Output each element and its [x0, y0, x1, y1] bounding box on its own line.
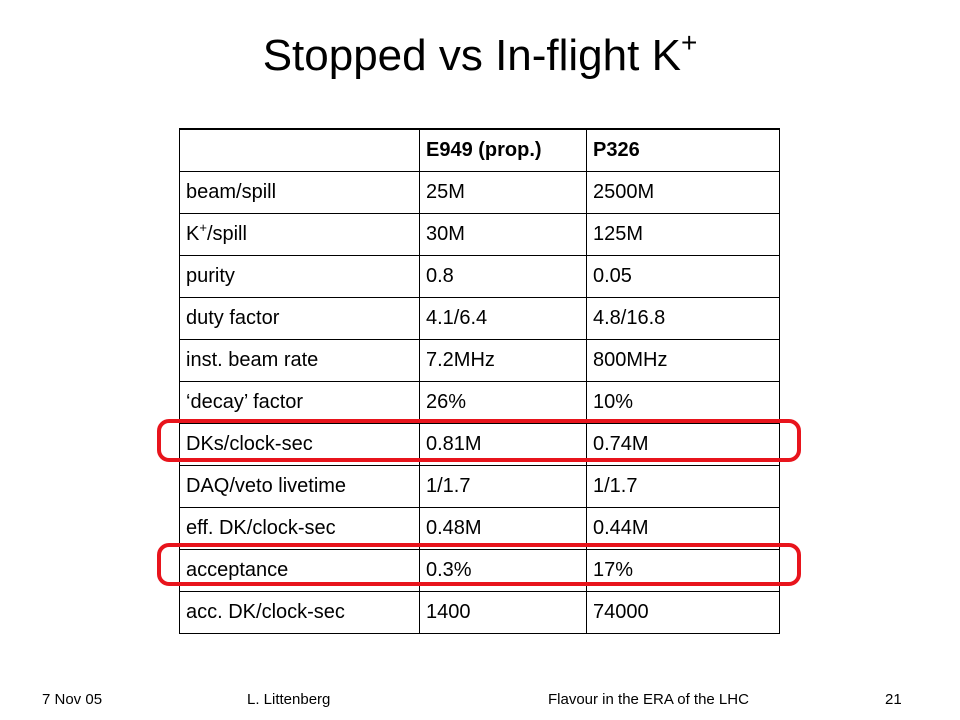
row-label: acc. DK/clock-sec: [179, 591, 420, 634]
e949-value: 1/1.7: [419, 465, 587, 508]
comparison-table: E949 (prop.) P326 beam/spill 25M 2500M K…: [179, 128, 780, 634]
table-row: DAQ/veto livetime 1/1.7 1/1.7: [179, 465, 780, 508]
table-row: ‘decay’ factor 26% 10%: [179, 381, 780, 424]
p326-value: 74000: [586, 591, 780, 634]
slide-title: Stopped vs In-flight K+: [0, 28, 960, 84]
p326-value: 125M: [586, 213, 780, 256]
header-cell-e949: E949 (prop.): [419, 128, 587, 172]
row-label: duty factor: [179, 297, 420, 340]
table-row: K+/spill 30M 125M: [179, 213, 780, 256]
footer-author: L. Littenberg: [247, 691, 331, 708]
e949-value: 26%: [419, 381, 587, 424]
footer-talk-title: Flavour in the ERA of the LHC: [548, 691, 749, 708]
e949-value: 0.8: [419, 255, 587, 298]
p326-value: 1/1.7: [586, 465, 780, 508]
e949-value: 4.1/6.4: [419, 297, 587, 340]
table-row: inst. beam rate 7.2MHz 800MHz: [179, 339, 780, 382]
row-label: DAQ/veto livetime: [179, 465, 420, 508]
row-label: purity: [179, 255, 420, 298]
slide-title-text: Stopped vs In-flight K: [262, 31, 681, 80]
row-label: inst. beam rate: [179, 339, 420, 382]
table-row: beam/spill 25M 2500M: [179, 171, 780, 214]
highlight-box-acceptance: [157, 543, 801, 586]
e949-value: 7.2MHz: [419, 339, 587, 382]
row-label: beam/spill: [179, 171, 420, 214]
p326-value: 4.8/16.8: [586, 297, 780, 340]
e949-value: 25M: [419, 171, 587, 214]
header-cell-empty: [179, 128, 420, 172]
table-row: purity 0.8 0.05: [179, 255, 780, 298]
footer-date: 7 Nov 05: [42, 691, 103, 708]
highlight-box-dks-clock-sec: [157, 419, 801, 462]
e949-value: 30M: [419, 213, 587, 256]
row-label: ‘decay’ factor: [179, 381, 420, 424]
table-row: acc. DK/clock-sec 1400 74000: [179, 591, 780, 634]
e949-value: 1400: [419, 591, 587, 634]
footer-page-number: 21: [885, 691, 902, 708]
p326-value: 0.05: [586, 255, 780, 298]
header-cell-p326: P326: [586, 128, 780, 172]
table-row: duty factor 4.1/6.4 4.8/16.8: [179, 297, 780, 340]
p326-value: 800MHz: [586, 339, 780, 382]
table-header-row: E949 (prop.) P326: [179, 128, 780, 172]
p326-value: 2500M: [586, 171, 780, 214]
row-label: K+/spill: [179, 213, 420, 256]
slide-title-superscript: +: [680, 27, 698, 58]
p326-value: 10%: [586, 381, 780, 424]
